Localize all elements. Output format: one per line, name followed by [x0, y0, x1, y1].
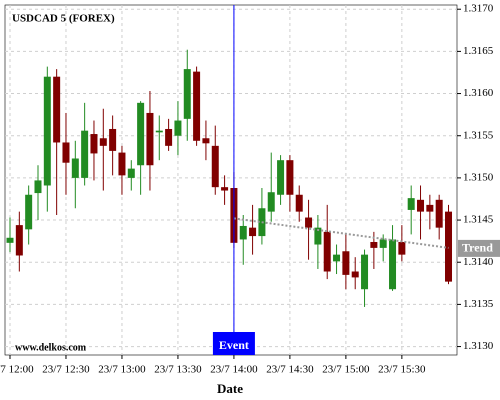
event-label-box [212, 332, 255, 355]
candle-body [277, 160, 285, 195]
x-tick-label: 23/7 15:00 [322, 364, 370, 376]
candle-body [445, 211, 453, 282]
candle-body [43, 76, 51, 186]
y-tick-label: 1.3135 [463, 298, 494, 310]
candle-body [435, 199, 443, 228]
candle-body [53, 76, 61, 143]
candle-body [323, 231, 331, 272]
watermark: www.delkos.com [15, 342, 87, 353]
plot-area [4, 4, 458, 356]
candle-body [417, 199, 425, 212]
trend-line [233, 217, 449, 249]
trend-label-box [458, 239, 500, 257]
event-label: Event [219, 338, 249, 352]
candle-body [221, 187, 229, 191]
candle-body [109, 128, 117, 151]
candle-body [193, 71, 201, 141]
candle-body [295, 194, 303, 212]
y-tick-label: 1.3170 [463, 3, 494, 15]
candle-body [305, 217, 313, 228]
chart-title: USDCAD 5 (FOREX) [12, 13, 115, 25]
candle-body [71, 158, 79, 178]
y-tick-label: 1.3130 [463, 340, 494, 352]
candle-body [239, 225, 247, 240]
candle-body [99, 138, 107, 146]
candle-body [118, 152, 126, 176]
candle-body [137, 102, 145, 166]
candle-body [15, 225, 23, 256]
candle-body [202, 138, 210, 144]
candle-body [165, 128, 173, 146]
y-tick-label: 1.3165 [463, 45, 494, 57]
candle-body [211, 145, 219, 188]
candle-body [127, 168, 135, 178]
y-tick-label: 1.3160 [463, 87, 494, 99]
y-tick-label: 1.3140 [463, 256, 494, 268]
candle-body [155, 130, 163, 133]
candle-body [389, 239, 397, 290]
candle-body [342, 251, 350, 275]
candle-body [90, 134, 98, 154]
candle-body [351, 271, 359, 278]
candle-body [398, 241, 406, 255]
x-axis-label: Date [217, 381, 243, 396]
x-tick-label: 23/7 13:00 [98, 364, 146, 376]
candle-body [426, 204, 434, 212]
candle-body [81, 130, 89, 178]
candle-body [249, 227, 257, 237]
x-tick-label: 23/7 14:00 [210, 364, 258, 376]
candle-body [286, 160, 294, 195]
candle-body [407, 198, 415, 210]
candle-body [361, 254, 369, 290]
candle-body [62, 142, 70, 163]
candle-body [333, 254, 341, 262]
y-tick-label: 1.3155 [463, 129, 494, 141]
candle-body [25, 194, 33, 230]
candle-body [267, 192, 275, 212]
candle-body [34, 180, 42, 194]
x-tick-label: 23/7 15:30 [378, 364, 426, 376]
candle-body [379, 239, 387, 248]
x-tick-label: 23/7 14:30 [266, 364, 314, 376]
candle-body [183, 69, 191, 119]
x-tick-label: 23/7 12:30 [42, 364, 90, 376]
candle-body [370, 241, 378, 248]
x-tick-label: 23/7 12:00 [0, 364, 34, 376]
candle-body [6, 237, 14, 243]
candle-body [146, 112, 154, 166]
y-tick-label: 1.3150 [463, 171, 494, 183]
trend-label: Trend [462, 241, 493, 255]
y-tick-label: 1.3145 [463, 214, 494, 226]
candle-body [174, 120, 182, 136]
x-tick-label: 23/7 13:30 [154, 364, 202, 376]
candle-body [314, 227, 322, 245]
